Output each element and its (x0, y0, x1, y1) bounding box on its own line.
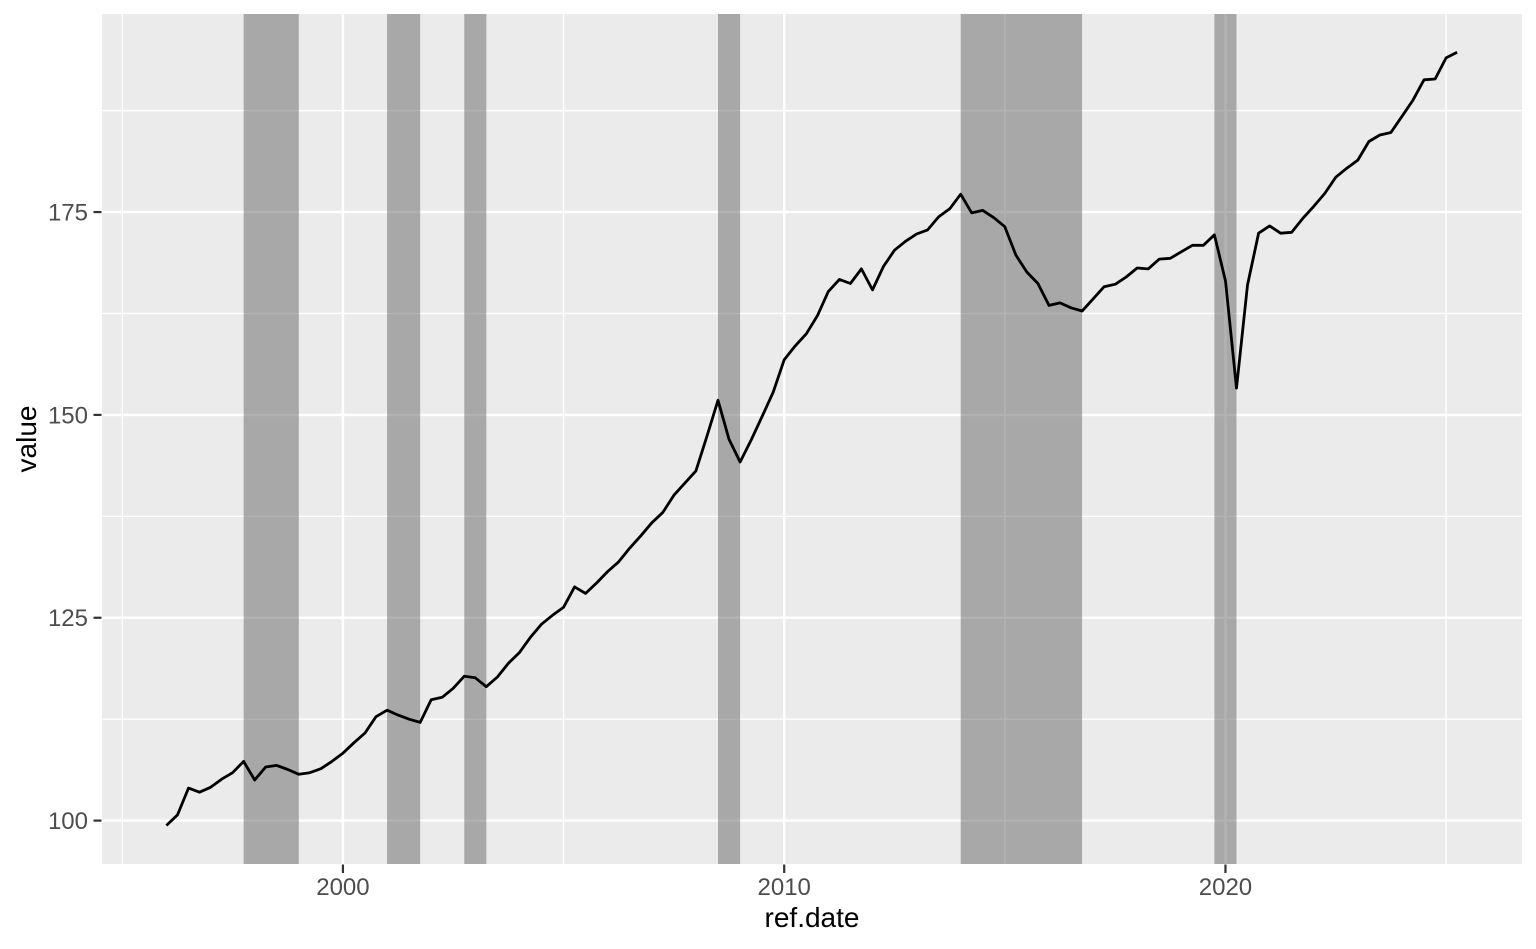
recession-band (387, 14, 421, 864)
recession-band (243, 14, 299, 864)
data-line (165, 50, 1458, 827)
x-axis-tick-label: 2020 (1199, 874, 1252, 901)
y-axis-title: value (11, 405, 42, 473)
y-axis-tick-label: 125 (48, 605, 88, 632)
x-axis-tick-label: 2010 (758, 874, 811, 901)
y-axis-tick-label: 150 (48, 402, 88, 429)
y-axis-tick-label: 100 (48, 808, 88, 835)
recession-band (464, 14, 487, 864)
recession-band (960, 14, 1083, 864)
x-axis-tick-label: 2000 (316, 874, 369, 901)
y-axis-tick-label: 175 (48, 200, 88, 227)
recession-band (1214, 14, 1237, 864)
x-axis-title: ref.date (764, 902, 860, 933)
panel-background (102, 14, 1522, 864)
